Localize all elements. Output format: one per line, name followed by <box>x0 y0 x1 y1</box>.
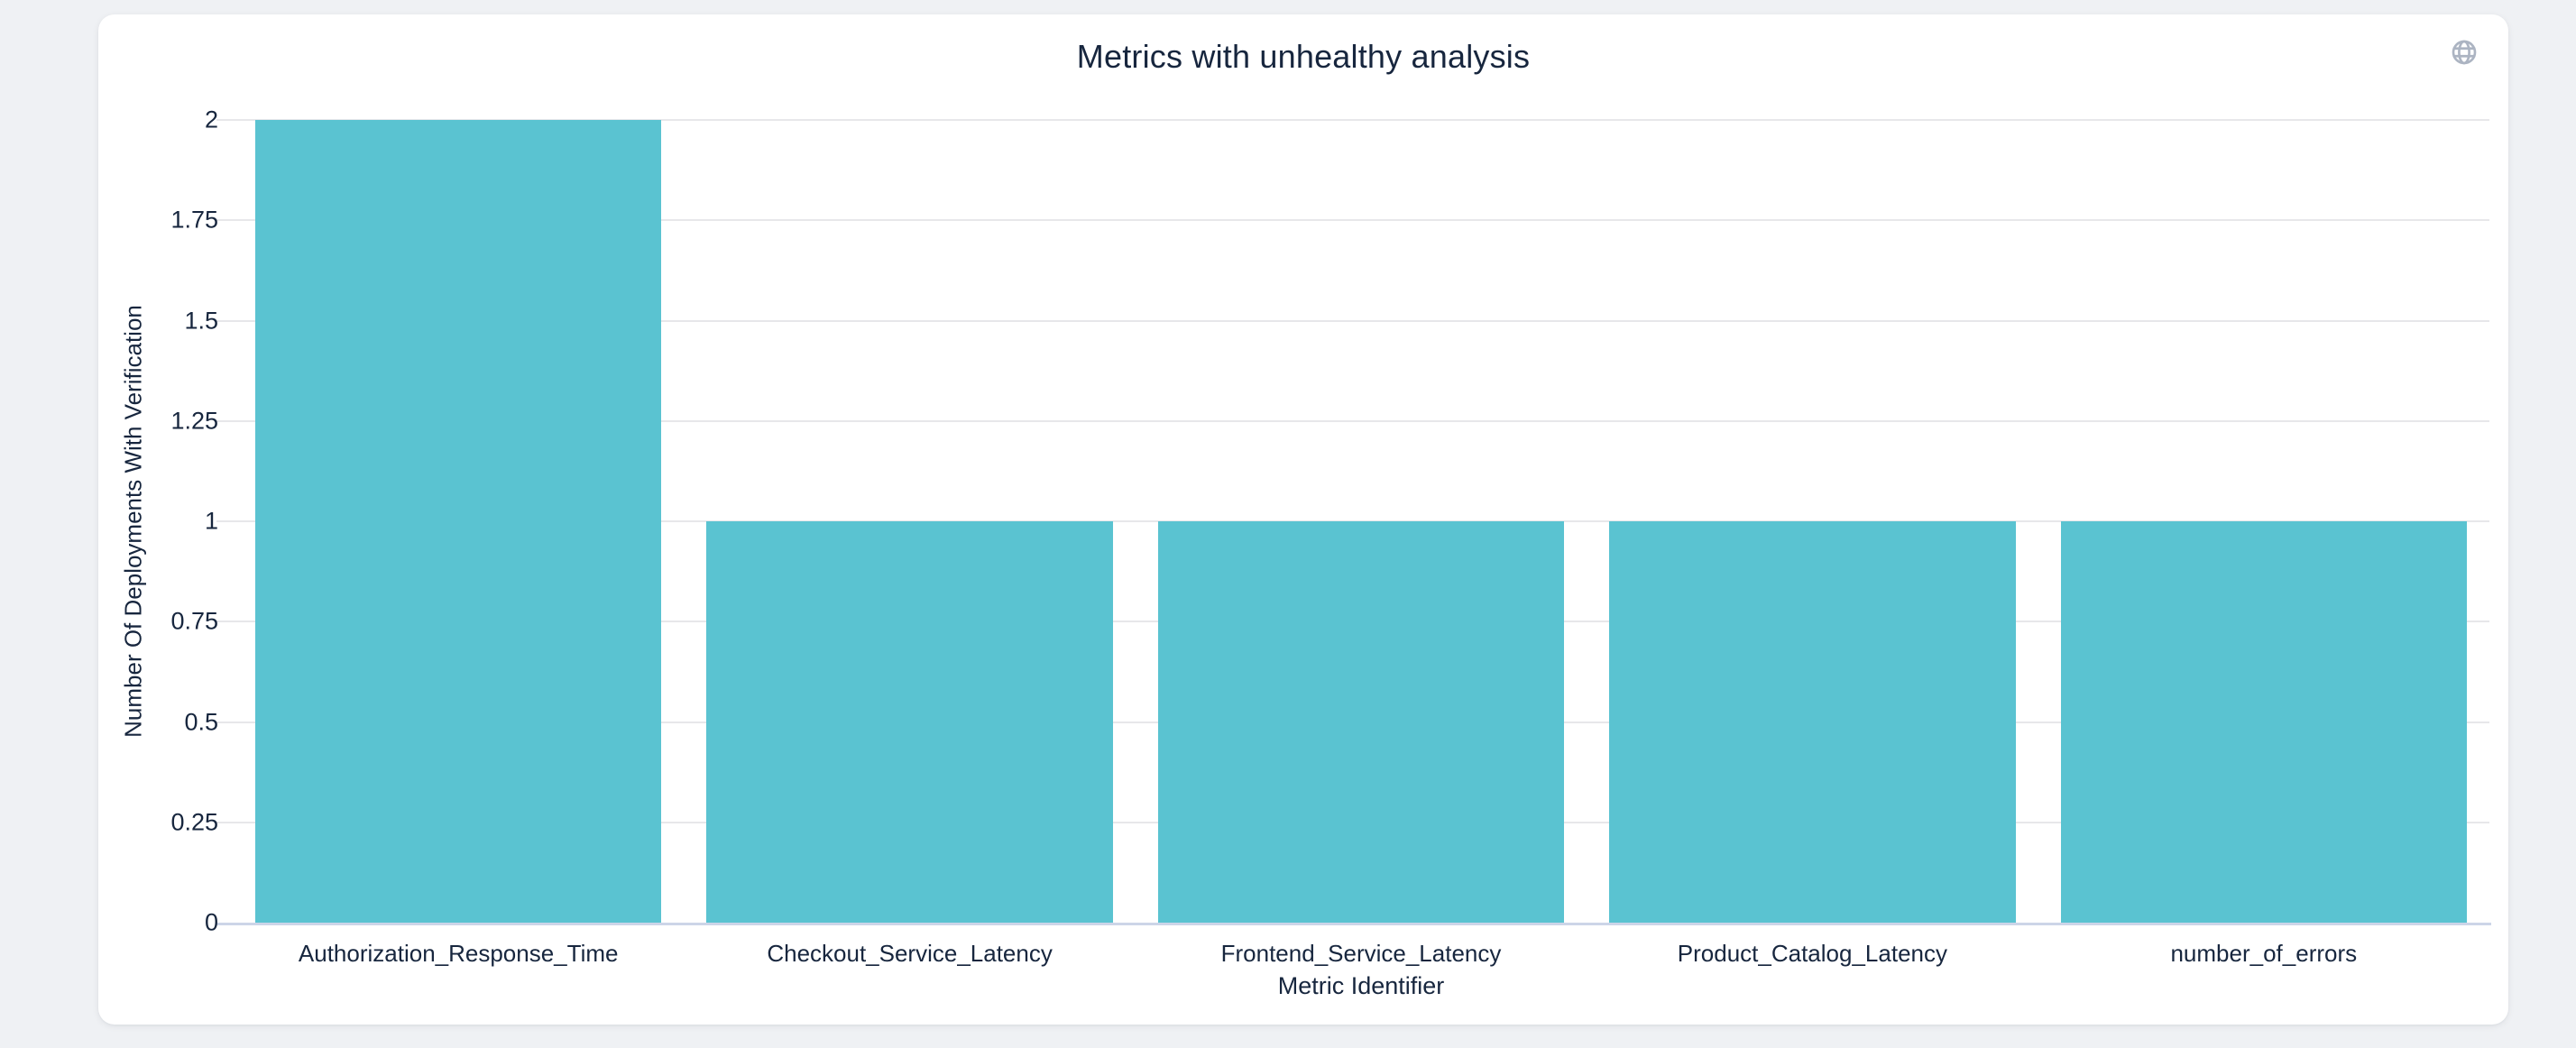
chart-card: Metrics with unhealthy analysis 0 0.25 0.5… <box>98 14 2508 1025</box>
x-tick-label-Authorization_Response_Time: Authorization_Response_Time <box>298 940 619 967</box>
y-tick-label-2: 2 <box>204 106 218 133</box>
gridline-y-1.25 <box>216 419 2489 422</box>
y-tick-label-0.75: 0.75 <box>170 607 218 635</box>
x-tick-label-Checkout_Service_Latency: Checkout_Service_Latency <box>767 940 1053 967</box>
plot-area: 0 0.25 0.5 0.75 1 1.25 1.5 1.75 2 Authorization_… <box>170 107 2491 967</box>
bar-Frontend_Service_Latency[interactable] <box>1157 521 1565 923</box>
y-tick-label-0.5: 0.5 <box>184 708 218 735</box>
x-tick-label-Frontend_Service_Latency: Frontend_Service_Latency <box>1220 940 1502 967</box>
y-tick-label-1.5: 1.5 <box>184 307 218 334</box>
globe-button[interactable] <box>2448 36 2480 69</box>
bar-Checkout_Service_Latency[interactable] <box>706 521 1113 923</box>
bar-number_of_errors[interactable] <box>2060 521 2467 923</box>
x-axis-line <box>216 923 2491 925</box>
gridline-y-2 <box>216 119 2489 121</box>
y-axis-title: Number Of Deployments With Verification <box>119 305 147 738</box>
y-tick-label-0: 0 <box>204 908 218 936</box>
bar-Product_Catalog_Latency[interactable] <box>1609 521 2016 923</box>
bar-Authorization_Response_Time[interactable] <box>255 120 662 923</box>
y-tick-label-1.25: 1.25 <box>170 407 218 435</box>
y-tick-label-1: 1 <box>204 507 218 535</box>
y-tick-label-1.75: 1.75 <box>170 206 218 234</box>
gridline-y-1.75 <box>216 219 2489 222</box>
x-axis-title: Metric Identifier <box>1277 972 1445 999</box>
globe-icon <box>2452 40 2477 65</box>
gridline-y-1.5 <box>216 319 2489 322</box>
x-tick-label-number_of_errors: number_of_errors <box>2170 940 2358 967</box>
chart-title: Metrics with unhealthy analysis <box>1076 38 1531 75</box>
x-tick-label-Product_Catalog_Latency: Product_Catalog_Latency <box>1677 940 1947 967</box>
y-tick-label-0.25: 0.25 <box>170 808 218 836</box>
